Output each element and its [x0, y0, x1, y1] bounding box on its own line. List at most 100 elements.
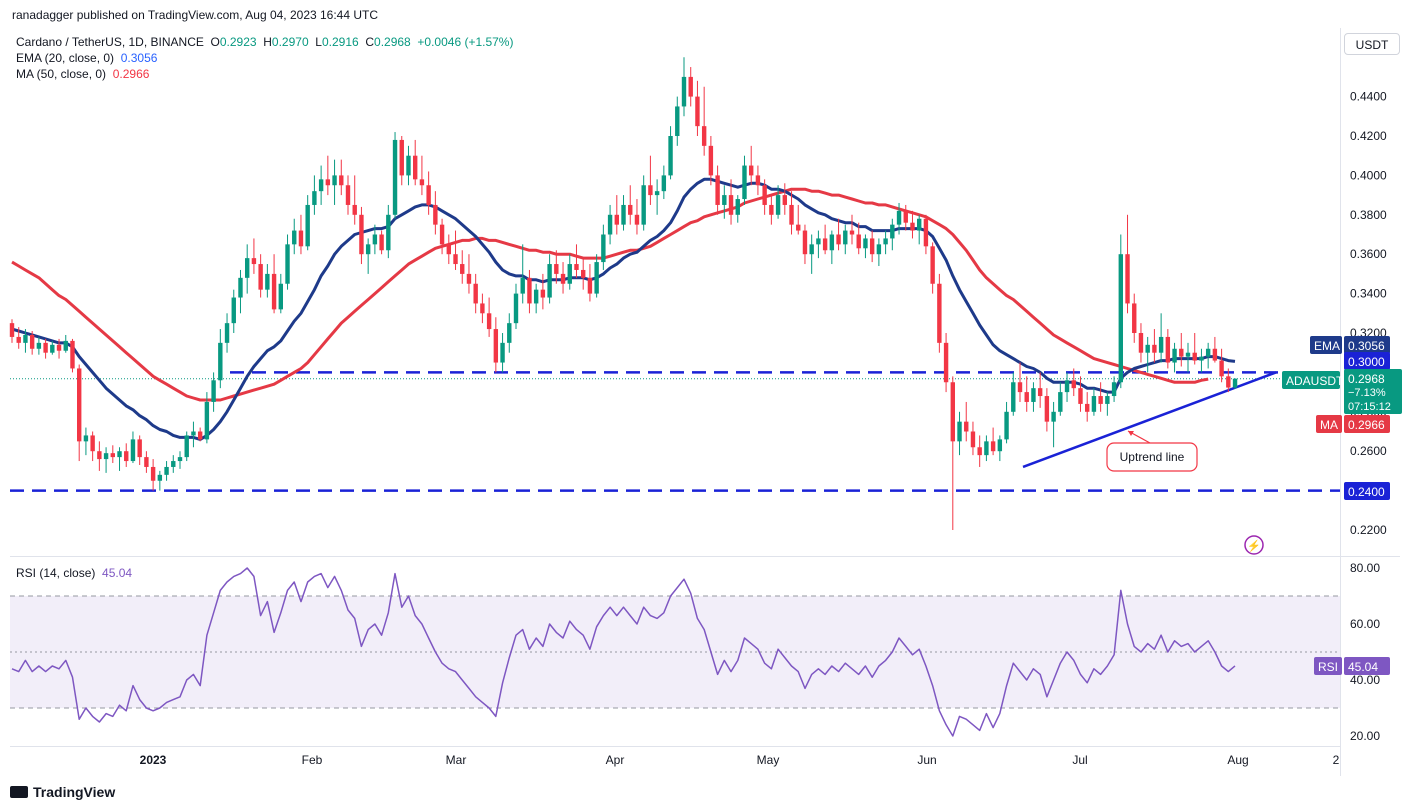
- candle-body: [957, 421, 962, 442]
- candle: [1125, 214, 1130, 314]
- candle: [749, 145, 754, 186]
- candle-body: [829, 234, 835, 251]
- ema-legend-row[interactable]: EMA (20, close, 0) 0.3056: [16, 50, 513, 66]
- candle-body: [802, 230, 808, 255]
- ema-20-line: [11, 177, 1236, 441]
- candle-body: [150, 466, 156, 481]
- candle-body: [426, 185, 431, 205]
- tradingview-logo[interactable]: TradingView: [10, 784, 115, 800]
- candle-body: [856, 234, 861, 249]
- candle: [1071, 368, 1076, 397]
- candle-body: [923, 218, 929, 247]
- lightning-icon[interactable]: [1244, 535, 1264, 555]
- symbol-name[interactable]: Cardano / TetherUS, 1D, BINANCE: [16, 35, 204, 49]
- candle: [426, 171, 431, 215]
- candle-body: [419, 179, 425, 186]
- candle-body: [661, 175, 667, 192]
- candle-body: [1071, 380, 1076, 389]
- candle-body: [1152, 344, 1157, 353]
- currency-button[interactable]: USDT: [1344, 33, 1400, 55]
- candle-body: [896, 210, 902, 225]
- candle-body: [990, 441, 996, 452]
- candle-body: [110, 453, 115, 458]
- candle-body: [1078, 388, 1083, 404]
- candle: [634, 199, 640, 235]
- candle: [36, 336, 42, 355]
- candle-body: [1226, 376, 1231, 388]
- candle: [83, 427, 89, 456]
- candle: [1145, 336, 1150, 373]
- candle: [910, 210, 915, 239]
- candle: [1031, 382, 1036, 412]
- level-0-30-badge-bg: [1344, 352, 1390, 370]
- candle-body: [251, 258, 257, 265]
- candle: [964, 401, 969, 442]
- candle-body: [325, 179, 331, 186]
- candle: [245, 244, 250, 294]
- candle-body: [137, 439, 142, 458]
- candle: [130, 431, 136, 464]
- candle: [540, 273, 546, 310]
- candle: [742, 155, 747, 205]
- candle-body: [594, 262, 599, 294]
- candle-body: [1118, 254, 1123, 383]
- candle: [1037, 372, 1043, 408]
- symbol-badge-timer: 07:15:12: [1348, 401, 1391, 413]
- candle: [251, 238, 257, 274]
- ma-value: 0.2966: [112, 67, 150, 81]
- candle: [560, 262, 566, 294]
- candle-body: [782, 195, 787, 205]
- ma-badge-value: 0.2966: [1348, 418, 1385, 432]
- candle-body: [943, 342, 949, 383]
- candle-body: [1031, 388, 1036, 402]
- candle: [9, 319, 15, 343]
- candle-body: [937, 283, 942, 343]
- candle-body: [486, 313, 492, 330]
- candle-body: [117, 451, 122, 458]
- uptrend-arrow-head: [1128, 431, 1134, 436]
- candle-body: [77, 368, 82, 442]
- candle: [365, 238, 371, 274]
- candle-body: [654, 191, 660, 196]
- candle: [903, 204, 908, 231]
- candle-body: [735, 199, 740, 215]
- candle-body: [204, 401, 210, 440]
- candle-body: [1098, 396, 1103, 404]
- open-value: 0.2923: [219, 35, 257, 49]
- price-tick-label: 0.3600: [1350, 247, 1387, 261]
- candle: [453, 230, 458, 270]
- candle-body: [1158, 336, 1164, 353]
- uptrend-label-box[interactable]: [1106, 442, 1198, 472]
- candle: [728, 179, 734, 225]
- candle: [413, 139, 418, 186]
- candle-body: [1085, 403, 1090, 412]
- candle: [379, 230, 384, 255]
- candle: [265, 264, 270, 298]
- candle-body: [917, 218, 922, 231]
- candle: [1017, 362, 1023, 402]
- time-tick-label: Apr: [606, 753, 625, 767]
- candle: [923, 214, 929, 255]
- uptrend-line[interactable]: [1022, 371, 1277, 469]
- candle: [325, 155, 331, 196]
- price-tick-label: 0.3400: [1350, 287, 1387, 301]
- rsi-legend[interactable]: RSI (14, close) 45.04: [16, 566, 132, 580]
- ma-legend-row[interactable]: MA (50, close, 0) 0.2966: [16, 66, 513, 82]
- candle: [224, 313, 230, 353]
- candle-body: [695, 96, 700, 127]
- candle: [466, 254, 472, 294]
- candle-body: [312, 191, 317, 205]
- ma-badge-label: MA: [1320, 418, 1338, 432]
- candle-body: [1051, 411, 1056, 422]
- candle-body: [50, 344, 55, 353]
- candle-body: [191, 431, 196, 436]
- candle-body: [1044, 396, 1050, 422]
- candle: [150, 459, 156, 491]
- candle-body: [567, 264, 572, 284]
- candle: [957, 411, 962, 456]
- candle-body: [218, 342, 223, 381]
- candle: [1105, 392, 1110, 416]
- change-value: +0.0046 (+1.57%): [417, 35, 514, 49]
- candle: [896, 202, 902, 235]
